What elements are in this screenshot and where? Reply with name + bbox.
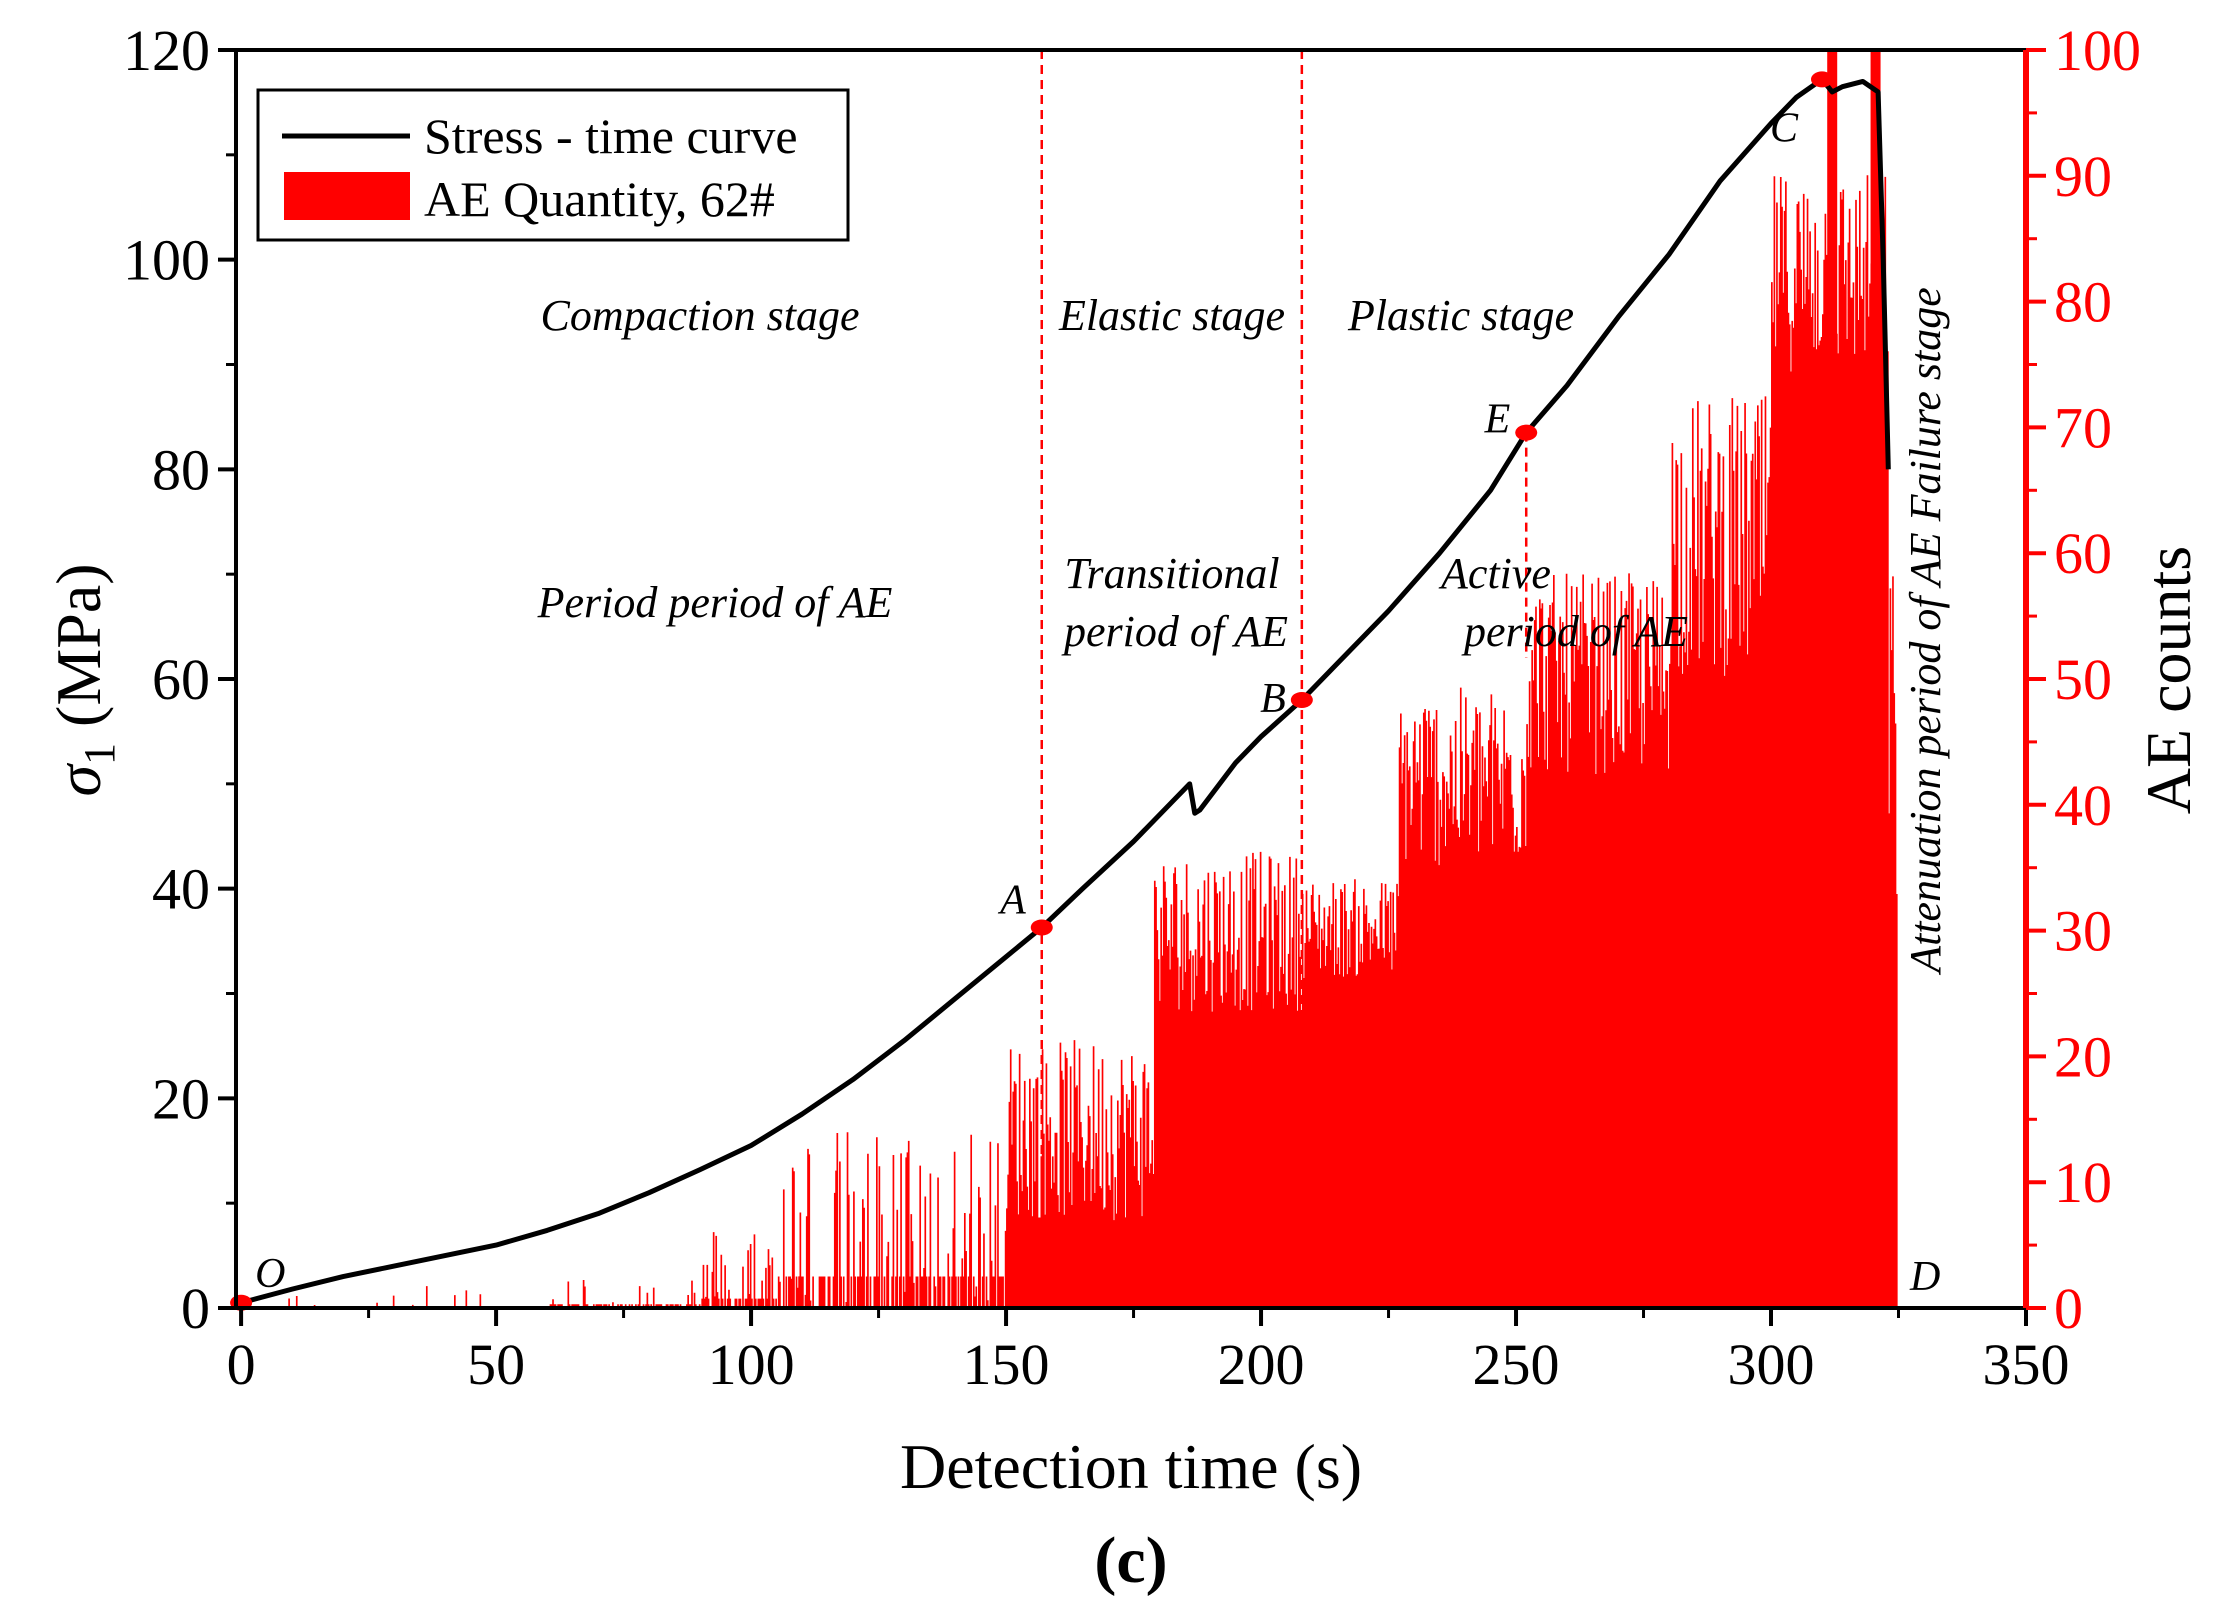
yr-tick-label-80: 80	[2054, 270, 2112, 335]
active-label-2: period of AE	[1461, 607, 1688, 656]
panel-label: (c)	[1094, 1524, 1167, 1597]
point-label-a: A	[997, 877, 1026, 923]
yl-tick-label-80: 80	[152, 437, 210, 502]
point-marker-b	[1290, 691, 1313, 708]
right-y-axis-ticks: 0 10 20 30 40 50 60 70 80 90 100	[2026, 18, 2141, 1341]
yl-tick-label-40: 40	[152, 857, 210, 922]
point-marker-e	[1515, 424, 1538, 441]
legend-ae-swatch	[284, 172, 410, 220]
point-label-b: B	[1260, 676, 1286, 722]
yl-tick-label-60: 60	[152, 647, 210, 712]
legend-ae-label: AE Quantity, 62#	[424, 171, 775, 227]
yr-tick-label-70: 70	[2054, 395, 2112, 460]
right-y-axis-label: AE counts	[2133, 546, 2204, 814]
x-tick-label-0: 0	[227, 1332, 256, 1397]
left-y-unit: (MPa)	[43, 563, 114, 743]
x-tick-label-200: 200	[1218, 1332, 1305, 1397]
x-tick-label-100: 100	[708, 1332, 795, 1397]
x-tick-label-350: 350	[1983, 1332, 2070, 1397]
point-label-d: D	[1909, 1254, 1940, 1300]
plastic-stage-label: Plastic stage	[1347, 291, 1574, 340]
ae-peak-bars	[1827, 50, 1881, 1308]
point-label-e: E	[1484, 397, 1511, 443]
x-tick-label-150: 150	[963, 1332, 1050, 1397]
yr-tick-label-60: 60	[2054, 521, 2112, 586]
legend: Stress - time curve AE Quantity, 62#	[256, 88, 850, 242]
yr-tick-label-100: 100	[2054, 18, 2141, 83]
point-label-c: C	[1770, 105, 1799, 151]
x-axis-ticks: 0 50 100 150 200 250 300 350	[227, 1308, 2070, 1397]
transitional-label-2: period of AE	[1061, 607, 1288, 656]
yr-tick-label-10: 10	[2054, 1150, 2112, 1215]
left-y-axis-ticks: 0 20 40 60 80 100 120	[123, 18, 236, 1341]
yr-tick-label-20: 20	[2054, 1024, 2112, 1089]
yr-tick-label-50: 50	[2054, 647, 2112, 712]
yr-tick-label-40: 40	[2054, 773, 2112, 838]
elastic-stage-label: Elastic stage	[1058, 291, 1285, 340]
stage-divider-lines	[1040, 50, 1528, 1308]
point-label-o: O	[255, 1251, 285, 1297]
compaction-stage-label: Compaction stage	[541, 291, 860, 340]
yr-tick-label-30: 30	[2054, 899, 2112, 964]
x-axis-label: Detection time (s)	[900, 1431, 1362, 1502]
yl-tick-label-100: 100	[123, 228, 210, 293]
x-tick-label-250: 250	[1473, 1332, 1560, 1397]
transitional-label-1: Transitional	[1064, 549, 1279, 598]
stress-time-curve	[240, 76, 1891, 1306]
active-label-1: Active	[1438, 549, 1551, 598]
x-tick-label-300: 300	[1728, 1332, 1815, 1397]
point-marker-c	[1811, 71, 1834, 88]
yr-tick-label-0: 0	[2054, 1276, 2083, 1341]
x-tick-label-50: 50	[467, 1332, 525, 1397]
yl-tick-label-120: 120	[123, 18, 210, 83]
yr-tick-label-90: 90	[2054, 144, 2112, 209]
failure-stage-label: Attenuation period of AE Failure stage	[1901, 287, 1950, 976]
yl-tick-label-20: 20	[152, 1066, 210, 1131]
yl-tick-label-0: 0	[181, 1276, 210, 1341]
ae-peak-bar-2	[1870, 50, 1881, 1308]
key-point-labels: O A B E C D	[255, 105, 1940, 1300]
legend-stress-label: Stress - time curve	[424, 108, 798, 164]
sigma-symbol: σ	[43, 763, 114, 797]
left-y-axis-label: σ1 (MPa)	[43, 563, 124, 796]
ae-peak-bar-1	[1827, 50, 1838, 1308]
sigma-subscript: 1	[75, 743, 124, 765]
point-marker-a	[1030, 919, 1053, 936]
period-label: Period period of AE	[537, 578, 893, 627]
ae-quantity-bars	[241, 175, 1898, 1308]
